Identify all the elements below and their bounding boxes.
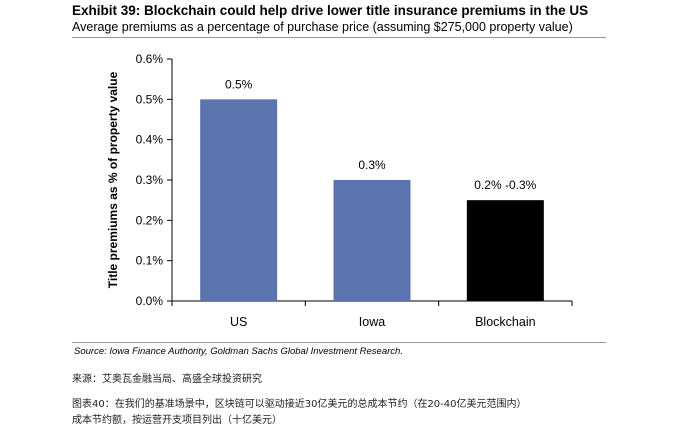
category-label: Iowa (359, 315, 385, 329)
data-label: 0.5% (225, 77, 253, 91)
cn-caption-line-1: 图表40：在我们的基准场景中，区块链可以驱动接近30亿美元的总成本节约（在20-… (72, 399, 527, 410)
source-note: Source: Iowa Finance Authority, Goldman … (74, 346, 403, 357)
y-tick-label: 0.1% (136, 254, 164, 268)
bar-iowa (333, 180, 411, 301)
chart-header: Exhibit 39: Blockchain could help drive … (72, 2, 606, 35)
bar-blockchain (466, 200, 544, 301)
bottom-divider (72, 342, 606, 343)
data-label: 0.3% (358, 158, 386, 172)
y-axis-title: Title premiums as % of property value (106, 71, 120, 288)
y-tick-label: 0.2% (136, 213, 164, 227)
category-label: US (230, 315, 247, 329)
y-tick-label: 0.6% (136, 52, 164, 66)
category-label: Blockchain (475, 315, 535, 329)
chart-subtitle: Average premiums as a percentage of purc… (72, 20, 573, 34)
y-tick-label: 0.5% (136, 92, 164, 106)
data-label: 0.2% -0.3% (474, 178, 536, 192)
chart-title: Exhibit 39: Blockchain could help drive … (72, 3, 589, 18)
cn-source-note: 来源：艾奥瓦金融当局、高盛全球投资研究 (72, 374, 262, 385)
y-tick-label: 0.0% (136, 294, 164, 308)
top-divider (72, 37, 606, 38)
bar-us (200, 99, 278, 301)
cn-caption-line-2: 成本节约额，按运营开支项目列出（十亿美元） (72, 415, 282, 426)
y-tick-label: 0.4% (136, 133, 164, 147)
y-tick-label: 0.3% (136, 173, 164, 187)
bar-chart: 0.0% 0.1% 0.2% 0.3% 0.4% 0.5% 0.6% 0.5% US 0.3% Io… (106, 52, 573, 329)
